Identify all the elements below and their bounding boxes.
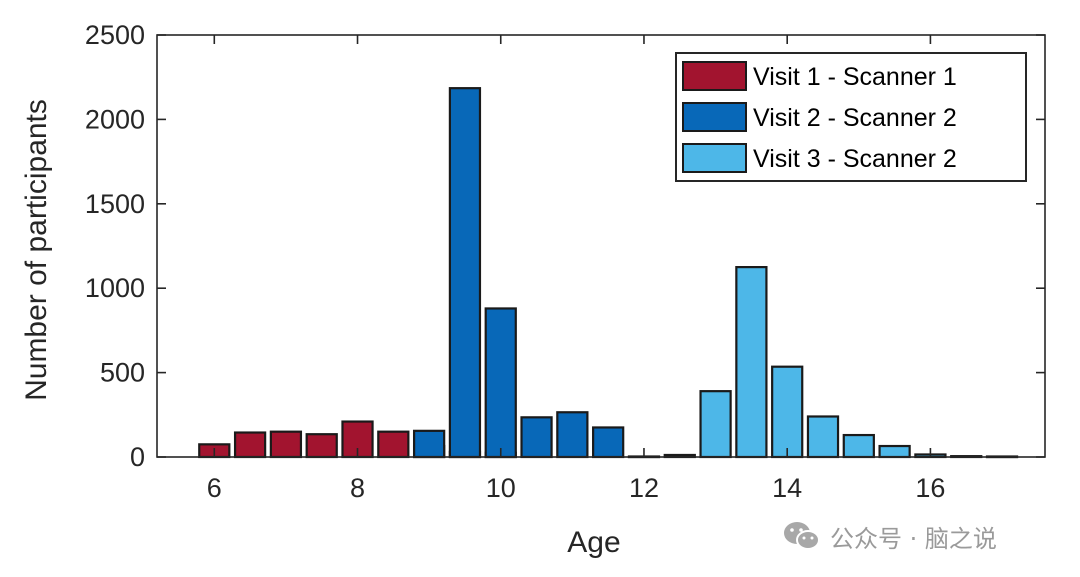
- x-tick-label-4: 14: [772, 473, 802, 503]
- bar-s3-1: [735, 266, 768, 459]
- watermark: 公众号 · 脑之说: [782, 516, 997, 556]
- y-tick-label-4: 2000: [85, 104, 145, 134]
- bar-s1-3: [305, 433, 338, 459]
- bar-s2-2: [484, 307, 517, 459]
- bar-s1-5: [377, 430, 410, 459]
- x-tick-label-3: 12: [629, 473, 659, 503]
- y-tick-label-3: 1500: [85, 189, 145, 219]
- legend-swatch-1: [682, 61, 747, 91]
- x-axis-title: Age: [567, 526, 620, 559]
- legend-label-1: Visit 1 - Scanner 1: [753, 63, 957, 91]
- y-tick-label-5: 2500: [85, 20, 145, 50]
- x-tick-label-5: 16: [915, 473, 945, 503]
- bars-group: [198, 87, 1019, 459]
- bar-s2-3: [520, 416, 553, 459]
- x-tick-label-0: 6: [207, 473, 222, 503]
- bar-s1-1: [233, 431, 267, 459]
- bar-s2-0: [412, 429, 446, 459]
- legend-label-3: Visit 3 - Scanner 2: [753, 145, 957, 173]
- legend: Visit 1 - Scanner 1 Visit 2 - Scanner 2 Vi…: [675, 52, 1027, 182]
- y-tick-label-1: 500: [100, 358, 145, 388]
- wechat-icon: [784, 522, 820, 550]
- bar-s3-4: [842, 433, 875, 459]
- plot-frame: [156, 34, 1046, 458]
- x-tick-label-2: 10: [486, 473, 516, 503]
- legend-label-2: Visit 2 - Scanner 2: [753, 104, 957, 132]
- legend-swatch-2: [682, 102, 747, 132]
- y-tick-label-0: 0: [130, 442, 145, 472]
- bar-s3-2: [771, 365, 804, 459]
- y-tick-labels: 0 500 1000 1500 2000 2500: [85, 20, 145, 472]
- watermark-text: 公众号 · 脑之说: [830, 524, 997, 553]
- bar-s2-4: [556, 411, 589, 459]
- x-tick-labels: 6 8 10 12 14 16: [207, 473, 946, 503]
- bar-s3-0: [699, 390, 732, 459]
- bar-s1-2: [269, 430, 303, 459]
- x-tick-label-1: 8: [350, 473, 365, 503]
- bar-s3-3: [806, 415, 840, 459]
- y-tick-label-2: 1000: [85, 273, 145, 303]
- legend-swatch-3: [682, 143, 747, 173]
- bar-s2-1: [448, 87, 482, 459]
- bar-s2-5: [592, 426, 625, 459]
- bar-s3-5: [878, 444, 911, 459]
- y-axis-title: Number of participants: [20, 99, 53, 401]
